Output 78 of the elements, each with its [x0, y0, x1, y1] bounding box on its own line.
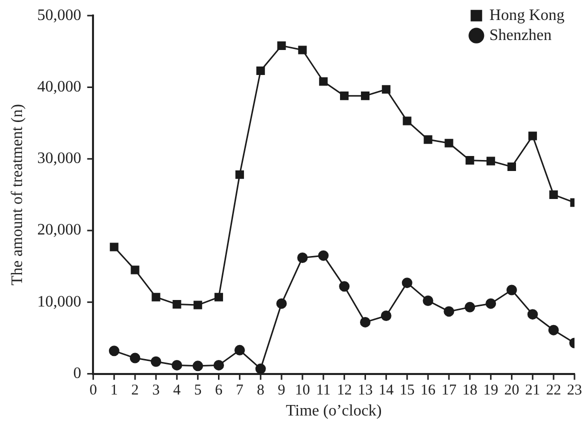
point — [486, 156, 496, 166]
point — [318, 250, 329, 261]
point — [360, 92, 370, 100]
x-tick-label: 10 — [294, 382, 310, 399]
point — [464, 302, 476, 312]
x-tick-label: 23 — [567, 382, 582, 399]
x-tick-label: 11 — [316, 382, 331, 399]
point — [298, 46, 307, 54]
point — [422, 295, 434, 306]
point — [424, 135, 432, 144]
x-tick-label: 12 — [336, 382, 352, 399]
x-tick-label: 19 — [483, 382, 498, 399]
point — [549, 190, 558, 199]
point — [130, 266, 140, 274]
point — [172, 360, 182, 370]
x-tick-label: 7 — [236, 382, 244, 399]
point — [382, 85, 390, 94]
point — [444, 306, 454, 317]
point — [192, 360, 204, 372]
point — [277, 41, 286, 50]
point — [150, 356, 162, 367]
y-tick-label: 30,000 — [37, 150, 82, 168]
point — [402, 116, 412, 126]
point — [507, 162, 516, 172]
point — [402, 278, 412, 288]
legend-label: Shenzhen — [489, 26, 552, 44]
point — [360, 316, 370, 328]
point — [255, 364, 266, 374]
x-axis-title: Time (o’clock) — [286, 402, 382, 420]
point — [110, 242, 118, 252]
x-tick-label: 0 — [89, 382, 97, 399]
x-tick-label: 15 — [400, 382, 415, 399]
point — [172, 300, 182, 309]
x-tick-label: 14 — [378, 382, 394, 399]
x-tick-label: 17 — [441, 382, 457, 399]
x-tick-label: 18 — [462, 382, 478, 399]
point — [194, 300, 202, 310]
legend-label: Hong Kong — [489, 6, 564, 24]
x-tick-label: 1 — [110, 382, 118, 399]
point — [319, 77, 328, 86]
point — [297, 252, 308, 263]
point — [130, 352, 140, 364]
x-tick-label: 21 — [525, 382, 540, 399]
point — [256, 66, 265, 76]
x-tick-label: 9 — [278, 382, 286, 399]
point — [214, 360, 224, 370]
x-tick-label: 22 — [546, 382, 562, 399]
point — [235, 170, 244, 179]
y-tick-label: 40,000 — [37, 78, 82, 96]
point — [340, 92, 349, 100]
point — [528, 132, 537, 140]
point — [214, 292, 224, 302]
point — [548, 324, 559, 336]
point — [276, 298, 287, 309]
point — [466, 156, 474, 165]
x-tick-label: 4 — [173, 382, 182, 399]
x-tick-label: 20 — [504, 382, 520, 399]
point — [486, 298, 496, 309]
x-tick-label: 3 — [152, 382, 160, 399]
point — [152, 292, 160, 302]
point — [380, 310, 392, 322]
point — [527, 309, 538, 320]
y-tick-label: 20,000 — [37, 222, 82, 239]
x-tick-label: 13 — [358, 382, 373, 399]
y-tick-label: 50,000 — [37, 6, 82, 24]
point — [108, 346, 120, 356]
x-tick-label: 6 — [215, 382, 224, 399]
y-axis-title: The amount of treatment (n) — [8, 104, 26, 286]
x-tick-label: 2 — [131, 382, 139, 399]
x-tick-label: 16 — [420, 382, 436, 399]
point — [339, 281, 350, 292]
point — [506, 284, 517, 296]
point — [444, 138, 454, 148]
x-tick-label: 8 — [256, 382, 264, 399]
y-tick-label: 0 — [73, 365, 82, 382]
y-tick-label: 10,000 — [37, 293, 82, 310]
point — [234, 344, 245, 356]
x-tick-label: 5 — [194, 382, 202, 399]
